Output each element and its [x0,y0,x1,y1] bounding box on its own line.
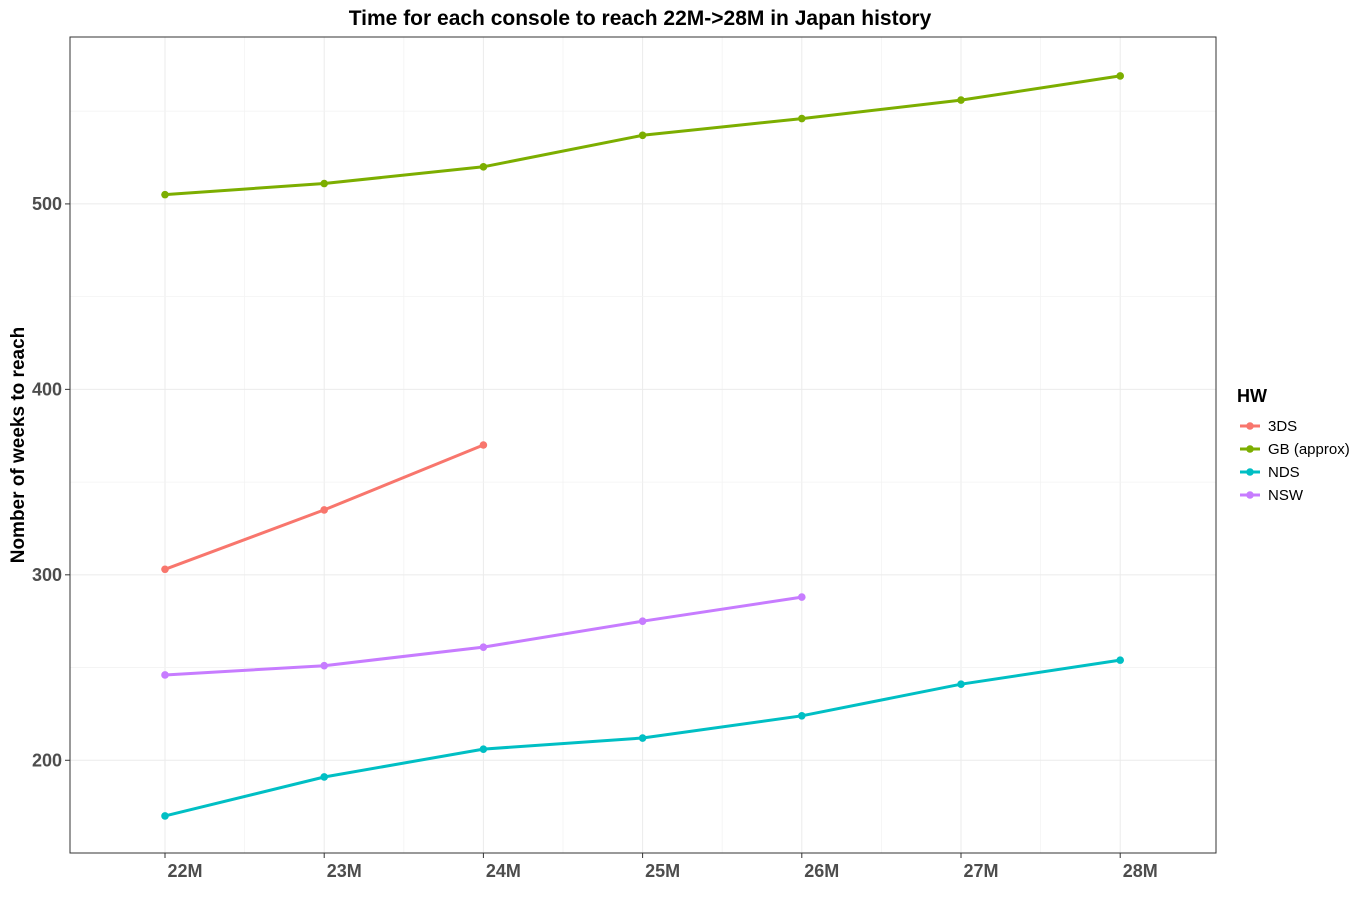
legend-key-point [1246,491,1254,499]
data-point [320,773,329,781]
data-point [798,711,806,720]
x-tick-label: 26M [804,861,839,881]
data-point [638,131,647,140]
data-point [479,441,488,449]
data-point [957,680,965,689]
data-point [798,114,806,123]
legend-title: HW [1237,386,1267,406]
data-point [320,661,329,670]
data-point [161,190,169,199]
axes: 200 300 400 500 22M 23M 24M 25M 26M 27M 28M [32,194,1158,881]
legend-label: 3DS [1268,418,1297,435]
legend-key-point [1246,445,1254,453]
data-point [320,506,329,514]
y-axis-title: Nomber of weeks to reach [8,327,29,564]
y-tick-label: 200 [32,750,62,770]
y-tick-label: 500 [32,194,62,214]
grid [70,37,1216,854]
series-layer [161,72,1124,820]
x-tick-label: 22M [167,861,202,881]
legend-key-point [1246,422,1254,430]
legend-label: GB (approx) [1268,441,1350,458]
x-tick-label: 25M [645,861,680,881]
x-tick-label: 24M [486,861,521,881]
data-point [479,745,488,753]
legend-label: NSW [1268,487,1304,504]
data-point [957,96,965,104]
data-point [320,179,329,188]
data-point [161,671,169,679]
data-point [479,643,488,651]
x-tick-label: 27M [963,861,998,881]
y-tick-label: 300 [32,565,62,585]
data-point [479,163,488,171]
data-point [638,734,647,742]
data-point [638,617,647,625]
data-point [1116,72,1124,80]
y-tick-label: 400 [32,379,62,399]
data-point [161,565,169,574]
data-point [1116,656,1124,664]
x-tick-label: 28M [1123,861,1158,881]
legend-label: NDS [1268,464,1300,481]
legend-key-point [1246,468,1254,476]
data-point [798,593,806,601]
chart-title: Time for each console to reach 22M->28M … [349,7,932,30]
data-point [161,812,169,820]
x-tick-label: 23M [327,861,362,881]
legend: HW 3DS GB (approx) NDS NSW [1237,386,1350,504]
